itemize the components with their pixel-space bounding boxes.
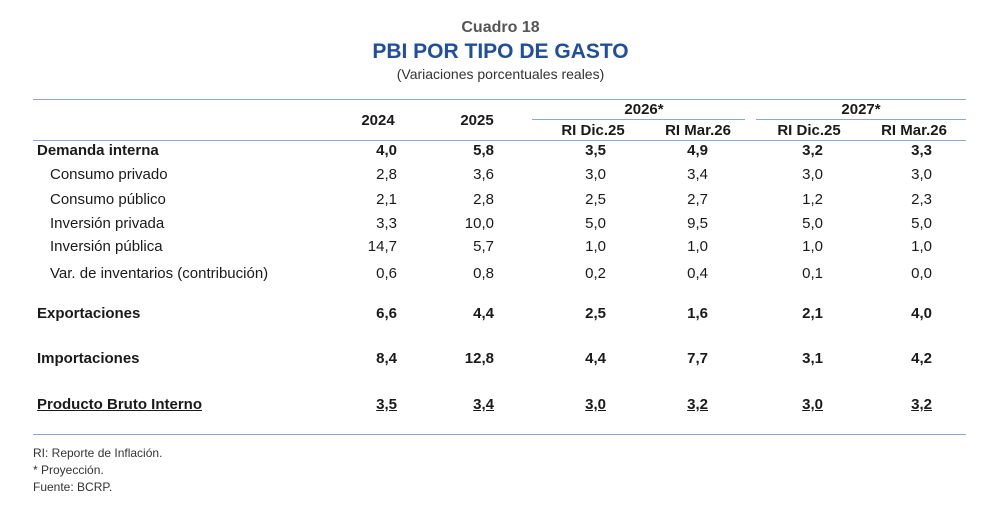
table-cell: 5,0 xyxy=(802,215,823,232)
table-cell: 3,0 xyxy=(585,166,606,183)
table-cell: 1,0 xyxy=(911,238,932,255)
table-cell: 3,5 xyxy=(585,142,606,159)
note-ri: RI: Reporte de Inflación. xyxy=(33,446,163,460)
table-cell: 2,1 xyxy=(802,305,823,322)
top-rule xyxy=(33,99,966,100)
table-cell: 6,6 xyxy=(376,305,397,322)
group-rule-2026 xyxy=(532,119,745,120)
table-cell: 1,0 xyxy=(687,238,708,255)
table-cell: 3,3 xyxy=(376,215,397,232)
table-cell: 8,4 xyxy=(376,350,397,367)
row-label: Consumo público xyxy=(50,191,166,208)
table-cell: 1,0 xyxy=(585,238,606,255)
col-group-2026: 2026* xyxy=(624,101,664,118)
table-cell: 5,8 xyxy=(473,142,494,159)
col-2027-dic: RI Dic.25 xyxy=(777,122,841,139)
row-label: Inversión pública xyxy=(50,238,163,255)
table-cell: 1,0 xyxy=(802,238,823,255)
table-cell: 3,0 xyxy=(802,396,823,413)
table-cell: 2,1 xyxy=(376,191,397,208)
row-label: Exportaciones xyxy=(37,305,141,322)
table-cell: 3,4 xyxy=(687,166,708,183)
table-cell: 2,8 xyxy=(473,191,494,208)
col-2026-mar: RI Mar.26 xyxy=(665,122,731,139)
row-label: Demanda interna xyxy=(37,142,159,159)
table-cell: 5,0 xyxy=(585,215,606,232)
table-cell: 5,0 xyxy=(911,215,932,232)
table-cell: 9,5 xyxy=(687,215,708,232)
col-2027-mar: RI Mar.26 xyxy=(881,122,947,139)
table-cell: 1,6 xyxy=(687,305,708,322)
table-cell: 4,0 xyxy=(376,142,397,159)
note-projection: * Proyección. xyxy=(33,463,104,477)
table-cell: 12,8 xyxy=(464,350,494,367)
bottom-rule xyxy=(33,434,966,435)
row-label: Var. de inventarios (contribución) xyxy=(50,265,269,282)
table-cell: 0,6 xyxy=(376,265,397,282)
col-2025: 2025 xyxy=(460,112,494,129)
table-cell: 4,9 xyxy=(687,142,708,159)
col-2024: 2024 xyxy=(361,112,395,129)
table-cell: 14,7 xyxy=(367,238,397,255)
table-cell: 0,0 xyxy=(911,265,932,282)
table-cell: 0,8 xyxy=(473,265,494,282)
col-group-2027: 2027* xyxy=(841,101,881,118)
table-cell: 3,0 xyxy=(802,166,823,183)
col-2026-dic: RI Dic.25 xyxy=(561,122,625,139)
group-rule-2027 xyxy=(756,119,966,120)
note-source: Fuente: BCRP. xyxy=(33,480,113,494)
table-cell: 3,2 xyxy=(802,142,823,159)
table-cell: 10,0 xyxy=(464,215,494,232)
table-cell: 2,5 xyxy=(585,305,606,322)
table-cell: 5,7 xyxy=(473,238,494,255)
table-cell: 0,2 xyxy=(585,265,606,282)
table-cell: 2,5 xyxy=(585,191,606,208)
table-cell: 4,4 xyxy=(473,305,494,322)
table-cell: 2,7 xyxy=(687,191,708,208)
table-cell: 3,4 xyxy=(473,396,494,413)
table-cell: 4,4 xyxy=(585,350,606,367)
table-cell: 3,1 xyxy=(802,350,823,367)
table-cell: 3,5 xyxy=(376,396,397,413)
row-label: Inversión privada xyxy=(50,215,165,232)
table-title: PBI POR TIPO DE GASTO xyxy=(372,40,629,63)
table-cell: 1,2 xyxy=(802,191,823,208)
table-cell: 7,7 xyxy=(687,350,708,367)
table-cell: 4,0 xyxy=(911,305,932,322)
table-number: Cuadro 18 xyxy=(461,19,540,36)
table-cell: 2,3 xyxy=(911,191,932,208)
table-subtitle: (Variaciones porcentuales reales) xyxy=(396,66,605,82)
header-rule xyxy=(33,140,966,141)
row-label: Producto Bruto Interno xyxy=(37,396,202,413)
table-cell: 3,3 xyxy=(911,142,932,159)
table-cell: 0,1 xyxy=(802,265,823,282)
table-cell: 3,2 xyxy=(687,396,708,413)
table-cell: 3,0 xyxy=(911,166,932,183)
table-cell: 3,2 xyxy=(911,396,932,413)
row-label: Consumo privado xyxy=(50,166,168,183)
table-cell: 2,8 xyxy=(376,166,397,183)
table-cell: 3,0 xyxy=(585,396,606,413)
row-label: Importaciones xyxy=(37,350,140,367)
table-cell: 3,6 xyxy=(473,166,494,183)
table-cell: 4,2 xyxy=(911,350,932,367)
table-cell: 0,4 xyxy=(687,265,708,282)
